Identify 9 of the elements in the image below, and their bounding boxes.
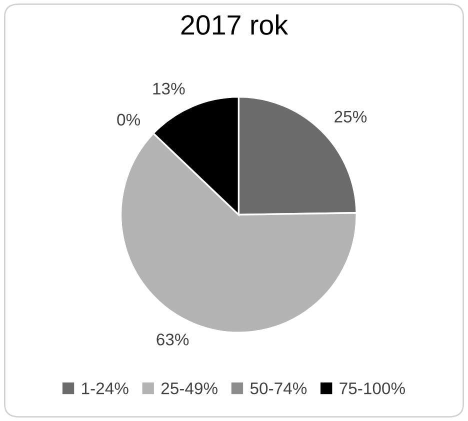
chart-title: 2017 rok <box>181 14 288 35</box>
data-label: 25% <box>334 110 367 123</box>
legend-label: 1-24% <box>82 382 128 394</box>
legend-label: 50-74% <box>250 382 307 394</box>
legend-label: 75-100% <box>340 382 405 394</box>
legend-label: 25-49% <box>161 382 218 394</box>
data-label: 63% <box>156 334 189 346</box>
data-label: 13% <box>153 82 185 95</box>
text: 0% <box>117 114 140 126</box>
